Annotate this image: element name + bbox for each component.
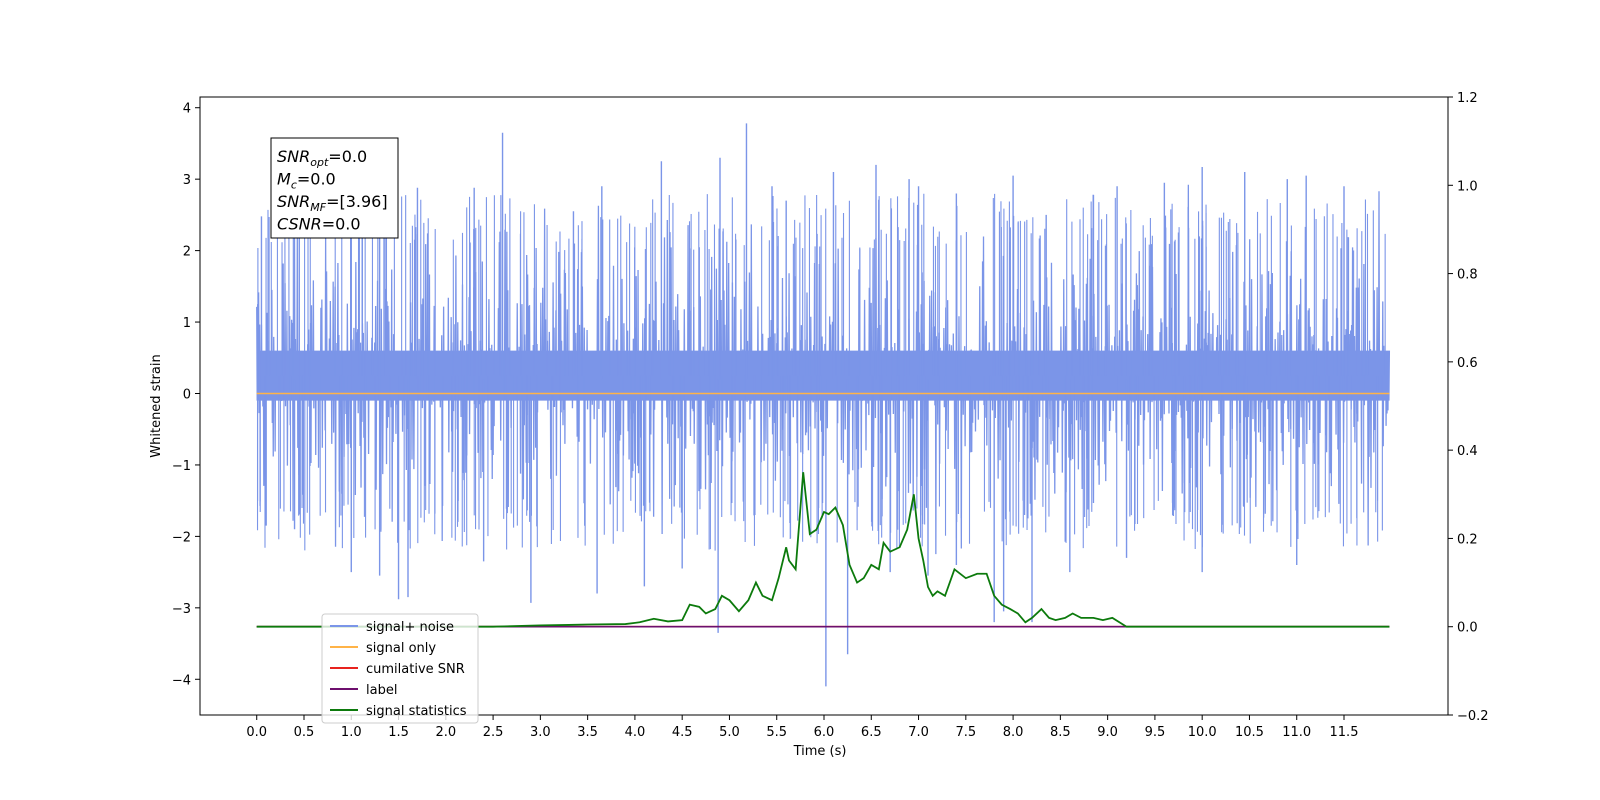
y-tick-label-right: 1.2 (1457, 91, 1478, 106)
y-tick-label-right: −0.2 (1457, 709, 1489, 724)
x-tick-label: 9.0 (1097, 725, 1118, 740)
x-tick-label: 11.5 (1330, 725, 1359, 740)
x-tick-label: 8.5 (1050, 725, 1071, 740)
x-axis: 0.0 0.5 1.0 1.5 2.0 2.5 3.0 3.5 4.0 4.5 5.0 5.5 6.0 6… (246, 715, 1358, 740)
annotation-line: Mc=0.0 (277, 170, 336, 192)
x-tick-label: 3.5 (577, 725, 598, 740)
x-tick-label: 5.5 (766, 725, 787, 740)
y-tick-label-left: 3 (183, 173, 191, 188)
x-tick-label: 10.0 (1188, 725, 1217, 740)
legend-label: signal only (366, 641, 436, 656)
x-tick-label: 0.5 (294, 725, 315, 740)
y-tick-label-left: −3 (172, 602, 191, 617)
legend-label: signal statistics (366, 704, 467, 719)
x-tick-label: 1.0 (341, 725, 362, 740)
y-tick-label-left: 4 (183, 102, 191, 117)
x-tick-label: 6.0 (814, 725, 835, 740)
x-tick-label: 1.5 (388, 725, 409, 740)
legend-label: signal+ noise (366, 620, 454, 635)
series-signal-statistics (256, 472, 1390, 628)
x-tick-label: 2.0 (435, 725, 456, 740)
legend-label: label (366, 683, 397, 698)
legend-frame (321, 613, 479, 724)
annotation-line: CSNR=0.0 (277, 215, 361, 234)
y-tick-label-left: −4 (172, 673, 191, 688)
y-tick-label-left: 1 (183, 316, 191, 331)
x-tick-label: 0.0 (246, 725, 267, 740)
legend: signal+ noise signal only cumilative SNR la… (321, 613, 479, 724)
y-tick-label-left: 0 (183, 387, 191, 402)
x-tick-label: 3.0 (530, 725, 551, 740)
noise-series-layer (256, 123, 1391, 687)
y-axis-left: −4 −3 −2 −1 0 1 2 3 4 (172, 102, 200, 688)
x-tick-label: 9.5 (1145, 725, 1166, 740)
annotation-frame (270, 137, 399, 239)
y-tick-label-left: −2 (172, 530, 191, 545)
y-tick-label-right: 0.8 (1457, 268, 1478, 283)
y-tick-label-right: 0.6 (1457, 356, 1478, 371)
series-signal-noise (256, 184, 1391, 555)
y-tick-label-right: 0.0 (1457, 621, 1478, 636)
annotation-line: SNRMF=[3.96] (277, 192, 388, 214)
legend-label: cumilative SNR (366, 662, 465, 677)
x-tick-label: 6.5 (861, 725, 882, 740)
x-tick-label: 4.5 (672, 725, 693, 740)
y-tick-label-left: −1 (172, 459, 191, 474)
y-tick-label-right: 1.0 (1457, 179, 1478, 194)
x-tick-label: 11.0 (1282, 725, 1311, 740)
y-tick-label-left: 2 (183, 245, 191, 260)
y-axis-label: Whitened strain (149, 354, 164, 457)
x-tick-label: 8.0 (1003, 725, 1024, 740)
y-tick-label-right: 0.2 (1457, 532, 1478, 547)
x-tick-label: 10.5 (1235, 725, 1264, 740)
x-tick-label: 2.5 (483, 725, 504, 740)
x-tick-label: 5.0 (719, 725, 740, 740)
y-tick-label-right: 0.4 (1457, 444, 1478, 459)
x-tick-label: 4.0 (625, 725, 646, 740)
x-axis-label: Time (s) (793, 744, 847, 759)
annotation-line: SNRopt=0.0 (277, 147, 367, 169)
x-tick-label: 7.0 (908, 725, 929, 740)
y-axis-right: −0.2 0.0 0.2 0.4 0.6 0.8 1.0 1.2 (1448, 91, 1489, 724)
x-tick-label: 7.5 (955, 725, 976, 740)
